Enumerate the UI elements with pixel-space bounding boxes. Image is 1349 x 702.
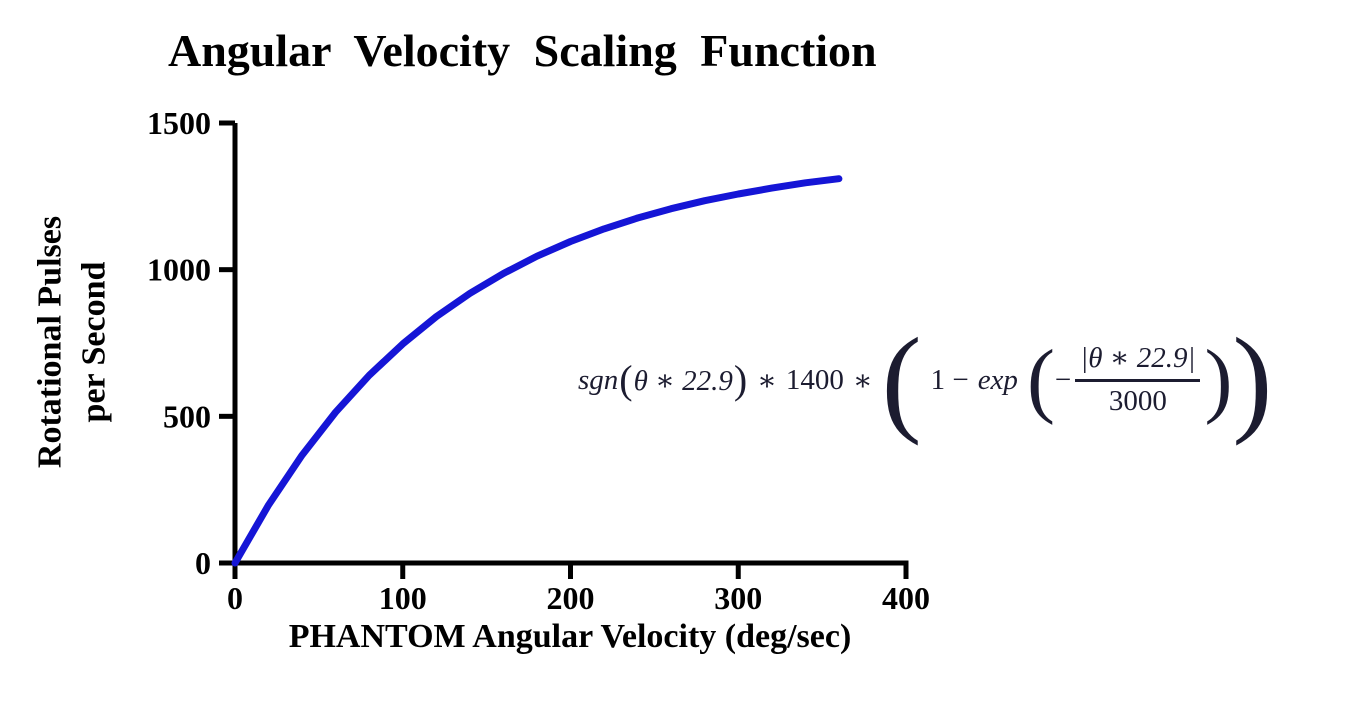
- x-axis-label: PHANTOM Angular Velocity (deg/sec): [288, 618, 852, 655]
- formula-denominator: 3000: [1108, 384, 1167, 417]
- formula-exp: exp: [977, 363, 1018, 396]
- angular-velocity-scaling-curve: [231, 175, 843, 567]
- formula-open-paren-large: (: [881, 313, 922, 446]
- formula-fraction: |θ ∗ 22.9| 3000: [1075, 342, 1201, 418]
- formula-one-minus: 1 −: [930, 363, 969, 396]
- formula-open-paren-inner: (: [1026, 333, 1055, 426]
- y-tick-label: 1000: [147, 252, 211, 288]
- formula-times-operator: ∗: [757, 364, 777, 397]
- formula-close-paren-inner: ): [1204, 333, 1233, 426]
- formula-close-paren-mid: ): [733, 357, 748, 402]
- formula-sgn: sgn: [578, 363, 619, 396]
- formula-close-paren-large: ): [1232, 313, 1273, 446]
- x-tick-label: 100: [379, 580, 427, 616]
- x-tick-label: 400: [882, 580, 930, 616]
- formula-open-paren-mid: (: [619, 357, 633, 402]
- formula-amplitude: 1400: [785, 363, 844, 396]
- chart-title: Angular Velocity Scaling Function: [168, 25, 877, 76]
- formula-negative-sign: −: [1054, 363, 1072, 396]
- y-tick-label: 500: [163, 398, 211, 434]
- y-tick-label: 0: [195, 545, 211, 581]
- formula-times-operator: ∗: [852, 364, 873, 397]
- formula-numerator: |θ ∗ 22.9|: [1075, 342, 1201, 382]
- formula-theta-arg: θ ∗ 22.9: [633, 364, 733, 397]
- y-tick-label: 1500: [147, 105, 211, 141]
- x-tick-label: 200: [547, 580, 595, 616]
- x-tick-label: 0: [227, 580, 243, 616]
- formula-annotation: sgn ( θ ∗ 22.9 ) ∗ 1400 ∗ ( 1 − exp ( − …: [578, 295, 1272, 465]
- x-tick-label: 300: [714, 580, 762, 616]
